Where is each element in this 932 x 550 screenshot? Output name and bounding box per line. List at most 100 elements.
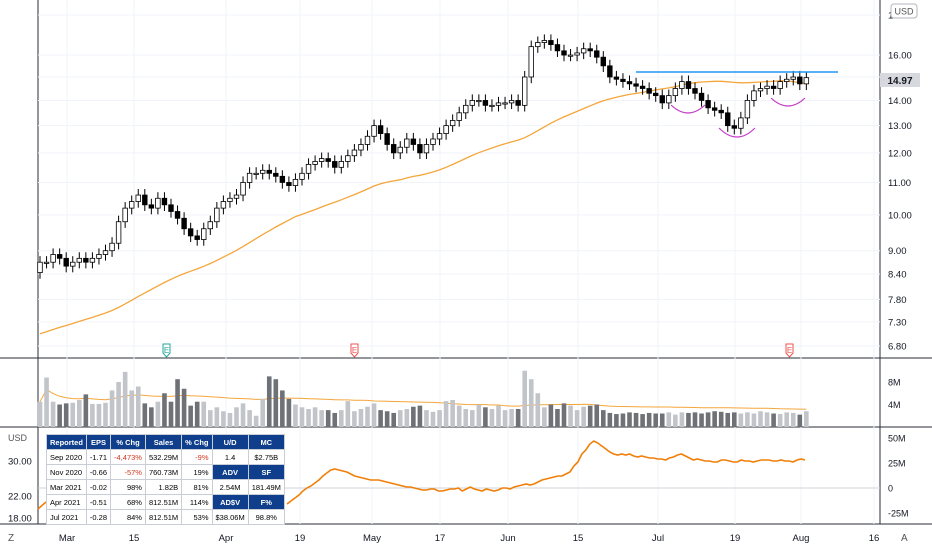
candle — [135, 188, 141, 208]
lower-right-tick-label: -25M — [888, 509, 909, 519]
volume-bar — [96, 403, 102, 427]
zoom-button[interactable]: Z — [8, 533, 14, 544]
candle — [685, 75, 692, 95]
candle — [397, 141, 403, 160]
candle — [37, 256, 43, 279]
volume-bar — [601, 410, 606, 427]
candle — [705, 94, 711, 114]
volume-bar — [286, 398, 292, 427]
price-tick-label: 8.40 — [888, 270, 907, 281]
volume-tick-label: 4M — [888, 400, 901, 410]
price-currency-badge[interactable]: USD — [890, 3, 918, 19]
candle — [508, 94, 515, 110]
volume-bar — [659, 413, 665, 427]
volume-bar — [70, 402, 76, 427]
svg-text:USD: USD — [894, 7, 914, 17]
drawing-tools[interactable] — [636, 71, 838, 138]
candle — [698, 87, 705, 107]
candle — [594, 44, 600, 64]
earnings-marker[interactable]: E — [785, 343, 794, 358]
header-cell: Reported — [46, 434, 87, 450]
volume-bar — [116, 382, 121, 427]
volume-bar — [561, 403, 567, 427]
volume-bar — [168, 401, 174, 427]
volume-bar — [162, 393, 167, 427]
candle — [770, 80, 777, 95]
candle — [790, 70, 796, 86]
fundamentals-header-row: Reported EPS % Chg Sales % Chg U/D MC — [46, 434, 285, 450]
candle — [174, 205, 181, 225]
candle — [757, 82, 764, 98]
volume-bar — [135, 386, 141, 427]
volume-bar — [201, 401, 207, 427]
cell-reported: Nov 2020 — [46, 464, 87, 480]
time-tick-label: Jul — [652, 533, 664, 544]
stat-value: $2.75B — [247, 449, 285, 465]
cell-sales-chg: 53% — [181, 509, 213, 525]
volume-bar — [686, 412, 691, 427]
volume-bar — [470, 410, 475, 427]
auto-scale-button[interactable]: A — [901, 533, 908, 544]
volume-bar — [443, 401, 449, 427]
cell-eps-chg: 84% — [110, 509, 146, 525]
volume-bar — [620, 413, 626, 427]
candle — [764, 80, 770, 95]
volume-bar — [365, 406, 370, 427]
candle — [718, 104, 724, 119]
candle — [574, 46, 580, 62]
volume-moving-average — [39, 388, 807, 410]
svg-text:E: E — [787, 346, 792, 355]
cell-eps: -0.51 — [85, 494, 112, 510]
header-cell: % Chg — [181, 434, 213, 450]
earnings-marker[interactable]: E — [350, 343, 359, 358]
time-tick-label: 15 — [573, 533, 584, 544]
volume-bar — [548, 404, 554, 427]
volume-bar — [312, 407, 318, 427]
volume-bar — [411, 406, 416, 427]
cell-reported: Mar 2021 — [46, 479, 87, 495]
volume-bar — [57, 404, 62, 427]
time-axis[interactable]: Mar 15 Apr 19 May 17 Jun 15 Jul 19 Aug 16 — [59, 533, 879, 544]
volume-bar — [437, 410, 442, 427]
lower-right-tick-label: 50M — [888, 434, 906, 444]
lower-right-tick-label: 25M — [888, 459, 906, 469]
volume-bar — [384, 411, 390, 427]
candle — [325, 152, 331, 168]
candle — [76, 252, 82, 269]
candle — [580, 42, 587, 60]
candle — [227, 192, 233, 208]
candle — [738, 111, 744, 135]
volume-bar — [804, 411, 809, 427]
volume-bar — [666, 412, 672, 427]
volume-bar — [692, 412, 698, 427]
volume-bar — [90, 403, 95, 427]
candle — [266, 164, 272, 180]
candle — [148, 198, 155, 215]
volume-bar — [77, 400, 82, 427]
table-row: Mar 2021 -0.02 98% 1.82B 81% 2.54M 181.4… — [46, 479, 285, 495]
cell-sales-chg: 114% — [181, 494, 213, 510]
lower-left-tick-label: 30.00 — [8, 457, 32, 468]
volume-bar — [345, 401, 351, 427]
stat-value: 2.54M — [211, 479, 249, 495]
candle — [666, 89, 672, 110]
candle — [711, 101, 718, 117]
volume-bar — [181, 388, 187, 427]
candle — [430, 132, 436, 151]
earnings-marker[interactable]: E — [162, 343, 171, 358]
volume-axis[interactable]: 8M 4M — [888, 378, 901, 411]
time-tick-label: 16 — [869, 533, 880, 544]
volume-bar — [574, 410, 580, 427]
candle — [318, 152, 325, 168]
time-tick-label: Mar — [59, 533, 75, 544]
price-tick-label: 7.80 — [888, 295, 907, 306]
candle — [279, 170, 286, 189]
candle — [502, 96, 508, 110]
lower-axis[interactable]: 30.00 22.00 18.00 50M 25M 0 -25M — [8, 434, 909, 525]
price-axis[interactable]: 18.0016.0015.0014.0013.0012.0011.0010.00… — [888, 11, 912, 353]
left-shoulder-arc — [670, 104, 706, 114]
candle — [63, 252, 69, 273]
candle — [495, 96, 502, 112]
candle — [404, 132, 410, 154]
volume-bar — [253, 415, 259, 427]
